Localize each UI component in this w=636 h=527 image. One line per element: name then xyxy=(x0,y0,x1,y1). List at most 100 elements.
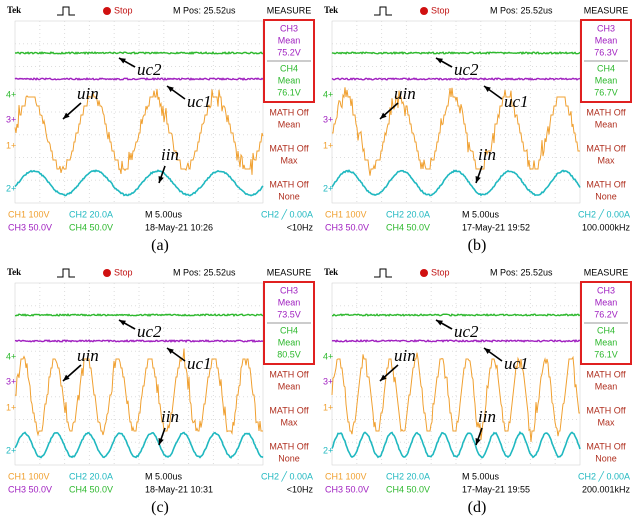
footer-text: CH1 100V xyxy=(8,209,50,219)
footer-text: CH4 50.0V xyxy=(69,484,113,494)
channel-marker: 1+ xyxy=(6,402,16,412)
channel-marker: 4+ xyxy=(323,89,333,99)
position: M Pos: 25.52us xyxy=(173,267,236,277)
measure-source: CH4 xyxy=(280,325,298,335)
measure-stat: Mean xyxy=(278,337,301,347)
measure-stat: Mean xyxy=(278,297,301,307)
menu: MEASURE xyxy=(267,5,312,15)
trigger-icon xyxy=(374,7,392,15)
channel-marker: 1+ xyxy=(323,140,333,150)
label-uc1: uc1 xyxy=(187,354,212,373)
footer-text: M 5.00us xyxy=(145,209,183,219)
measure-stat: Mean xyxy=(595,35,618,45)
footer-text: CH2 ╱ 0.00A xyxy=(578,208,630,220)
channel-marker: 1+ xyxy=(6,140,16,150)
channel-marker: 3+ xyxy=(323,114,333,124)
measure-stat: None xyxy=(595,191,617,201)
footer-text: CH2 20.0A xyxy=(386,209,430,219)
footer-text: 18-May-21 10:26 xyxy=(145,222,213,232)
channel-marker: 1+ xyxy=(323,402,333,412)
footer-text: 100.000kHz xyxy=(582,222,631,232)
footer-text: CH4 50.0V xyxy=(386,222,430,232)
measure-stat: Mean xyxy=(595,297,618,307)
footer-text: CH2 20.0A xyxy=(69,209,113,219)
footer-text: CH4 50.0V xyxy=(69,222,113,232)
measure-source: MATH Off xyxy=(269,143,309,153)
measure-value: 76.1V xyxy=(594,349,618,359)
channel-marker: 3+ xyxy=(323,376,333,386)
channel-marker: 3+ xyxy=(6,114,16,124)
measure-stat: Max xyxy=(597,155,615,165)
footer-text: CH2 ╱ 0.00A xyxy=(261,470,313,482)
footer-text: 18-May-21 10:31 xyxy=(145,484,213,494)
label-uc1: uc1 xyxy=(187,92,212,111)
stop-dot xyxy=(420,7,428,15)
scope-screen: TekStopM Pos: 25.52usMEASURE4+3+1+2+uc2u… xyxy=(5,265,315,497)
stop-dot xyxy=(103,269,111,277)
brand: Tek xyxy=(7,5,21,15)
measure-source: CH3 xyxy=(280,23,298,33)
footer-text: CH2 ╱ 0.00A xyxy=(578,470,630,482)
position: M Pos: 25.52us xyxy=(490,267,553,277)
measure-source: MATH Off xyxy=(586,143,626,153)
footer-text: CH2 20.0A xyxy=(69,471,113,481)
label-iin: iin xyxy=(161,145,179,164)
caption: (c) xyxy=(5,499,315,517)
caption: (b) xyxy=(322,237,632,255)
label-iin: iin xyxy=(478,407,496,426)
position: M Pos: 25.52us xyxy=(490,5,553,15)
measure-stat: Mean xyxy=(278,119,301,129)
brand: Tek xyxy=(324,267,338,277)
stop-dot xyxy=(420,269,428,277)
measure-source: MATH Off xyxy=(269,441,309,451)
measure-value: 76.7V xyxy=(594,87,618,97)
trigger-icon xyxy=(374,269,392,277)
measure-value: 76.3V xyxy=(594,47,618,57)
measure-value: 73.5V xyxy=(277,309,301,319)
position: M Pos: 25.52us xyxy=(173,5,236,15)
channel-marker: 4+ xyxy=(6,351,16,361)
measure-stat: Mean xyxy=(278,75,301,85)
menu: MEASURE xyxy=(267,267,312,277)
measure-source: MATH Off xyxy=(269,369,309,379)
measure-source: MATH Off xyxy=(586,107,626,117)
footer-text: CH3 50.0V xyxy=(8,222,52,232)
footer-text: M 5.00us xyxy=(462,471,500,481)
label-uc2: uc2 xyxy=(454,322,479,341)
caption: (d) xyxy=(322,499,632,517)
measure-value: 76.2V xyxy=(594,309,618,319)
status: Stop xyxy=(114,267,133,277)
measure-source: MATH Off xyxy=(586,405,626,415)
footer-text: <10Hz xyxy=(287,222,314,232)
status: Stop xyxy=(114,5,133,15)
measure-stat: Mean xyxy=(595,119,618,129)
measure-stat: Max xyxy=(280,155,298,165)
caption: (a) xyxy=(5,237,315,255)
page: Tek Stop M Pos: 25.52us MEASURE 4+ 3+ 1+ 2+ uc2 u… xyxy=(0,0,636,527)
measure-stat: Mean xyxy=(278,381,301,391)
footer-text: CH1 100V xyxy=(325,471,367,481)
measure-source: MATH Off xyxy=(269,107,309,117)
label-uc1: uc1 xyxy=(504,354,529,373)
measure-value: 75.2V xyxy=(277,47,301,57)
channel-marker: 4+ xyxy=(323,351,333,361)
brand: Tek xyxy=(324,5,338,15)
label-uin: uin xyxy=(77,84,99,103)
footer-text: 17-May-21 19:55 xyxy=(462,484,530,494)
footer-text: CH1 100V xyxy=(8,471,50,481)
menu: MEASURE xyxy=(584,5,629,15)
label-iin: iin xyxy=(161,407,179,426)
channel-marker: 4+ xyxy=(6,89,16,99)
label-uin: uin xyxy=(394,84,416,103)
trigger-icon xyxy=(57,269,75,277)
menu: MEASURE xyxy=(584,267,629,277)
footer-text: M 5.00us xyxy=(462,209,500,219)
measure-value: 80.5V xyxy=(277,349,301,359)
measure-value: 76.1V xyxy=(277,87,301,97)
status: Stop xyxy=(431,267,450,277)
measure-stat: Max xyxy=(597,417,615,427)
footer-text: 17-May-21 19:52 xyxy=(462,222,530,232)
channel-marker: 2+ xyxy=(6,183,16,193)
footer-text: M 5.00us xyxy=(145,471,183,481)
